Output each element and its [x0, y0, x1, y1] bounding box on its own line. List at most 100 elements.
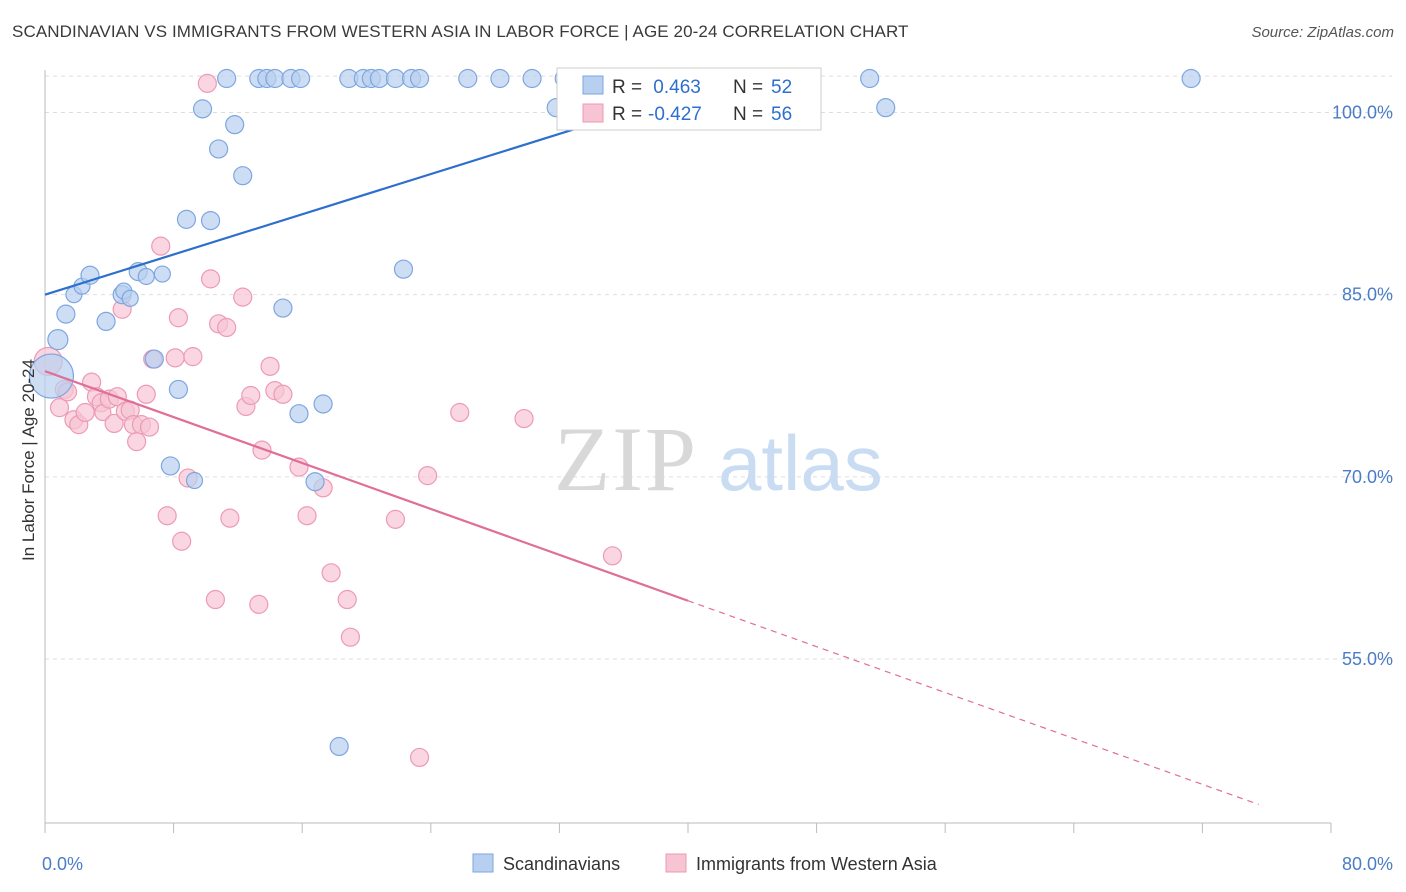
- immigrant-point-26: [168, 308, 189, 328]
- series-immigrants-points: [33, 73, 623, 768]
- scandinavian-point-26: [265, 68, 285, 89]
- y-tick-label-2: 70.0%: [1342, 467, 1393, 487]
- scandinavian-point-50: [876, 98, 896, 118]
- immigrant-point-41: [260, 356, 280, 376]
- immigrant-point-49: [340, 627, 361, 647]
- bottom-legend: Scandinavians Immigrants from Western As…: [472, 853, 938, 874]
- y-tick-label-0: 100.0%: [1332, 103, 1393, 123]
- x-tick-label-1: 80.0%: [1342, 854, 1393, 874]
- immigrant-point-48: [337, 589, 357, 610]
- scandinavian-point-29: [289, 404, 309, 424]
- scandinavian-point-9: [121, 289, 139, 307]
- immigrant-point-47: [321, 563, 341, 583]
- scandinavian-point-13: [153, 265, 171, 283]
- watermark: ZIP atlas: [554, 408, 883, 510]
- immigrant-point-29: [183, 347, 203, 367]
- scandinavian-point-49: [860, 68, 880, 89]
- bottom-legend-label-blue: Scandinavians: [503, 854, 620, 874]
- legend-n-value-blue: 52: [771, 77, 792, 98]
- scandinavian-point-22: [225, 115, 245, 135]
- immigrant-point-52: [417, 466, 438, 486]
- scandinavian-point-41: [409, 68, 430, 89]
- x-tick-label-0: 0.0%: [42, 854, 83, 874]
- scandinavian-point-44: [522, 68, 542, 89]
- watermark-atlas: atlas: [718, 419, 883, 507]
- legend-box: R = 0.463 N = 52 R = -0.427 N = 56: [556, 67, 822, 131]
- legend-r-value-pink: -0.427: [648, 104, 702, 125]
- immigrant-point-21: [139, 417, 160, 437]
- immigrant-point-51: [409, 747, 430, 768]
- scandinavian-point-16: [176, 209, 197, 229]
- tick-labels: 100.0% 85.0% 70.0% 55.0% 0.0% 80.0%: [42, 103, 1393, 874]
- immigrant-point-54: [514, 408, 534, 429]
- scandinavian-point-17: [185, 471, 204, 490]
- immigrant-point-43: [273, 384, 293, 404]
- immigrant-point-50: [385, 509, 406, 529]
- immigrant-point-25: [165, 348, 185, 368]
- immigrant-point-39: [249, 594, 269, 614]
- immigrant-point-55: [602, 546, 623, 566]
- scandinavian-point-1: [47, 329, 69, 351]
- scandinavian-point-19: [200, 211, 221, 231]
- immigrant-point-40: [252, 440, 272, 460]
- legend-r-label-blue: R =: [612, 77, 642, 98]
- scandinavian-point-23: [233, 166, 253, 186]
- scandinavian-point-43: [490, 68, 510, 89]
- immigrant-point-35: [220, 508, 240, 528]
- scandinavian-point-31: [305, 472, 325, 492]
- immigrant-point-27: [172, 531, 192, 551]
- legend-r-value-blue: 0.463: [648, 77, 701, 98]
- immigrant-point-30: [197, 73, 217, 93]
- scandinavian-point-27: [273, 298, 293, 318]
- chart-title: SCANDINAVIAN VS IMMIGRANTS FROM WESTERN …: [12, 22, 909, 41]
- immigrant-point-23: [151, 236, 171, 256]
- scandinavian-point-6: [96, 311, 116, 332]
- immigrant-point-20: [136, 384, 156, 404]
- immigrant-point-53: [450, 402, 470, 423]
- scandinavian-point-12: [144, 349, 164, 369]
- scandinavian-point-0: [28, 353, 75, 399]
- scandinavian-point-2: [56, 304, 76, 324]
- legend-n-value-pink: 56: [771, 104, 792, 125]
- immigrant-point-1: [49, 398, 70, 418]
- legend-r-label-pink: R =: [612, 104, 642, 125]
- scandinavian-point-33: [329, 736, 349, 757]
- scandinavian-point-21: [217, 68, 237, 89]
- immigrant-point-38: [241, 385, 261, 406]
- scandinavian-point-11: [137, 267, 155, 286]
- legend-swatch-pink: [582, 103, 604, 123]
- scandinavian-point-32: [313, 394, 333, 414]
- immigrant-point-12: [104, 413, 124, 434]
- immigrant-point-24: [157, 506, 177, 526]
- scandinavian-point-14: [160, 456, 180, 476]
- series-scandinavians-points: [28, 68, 1201, 757]
- legend-swatch-blue: [582, 75, 604, 95]
- bottom-legend-swatch-blue: [472, 853, 494, 873]
- y-axis-label: In Labor Force | Age 20-24: [19, 359, 38, 561]
- bottom-legend-label-pink: Immigrants from Western Asia: [696, 854, 938, 874]
- trend-extension-pink: [687, 600, 1259, 806]
- watermark-zip: ZIP: [554, 408, 698, 510]
- scandinavian-point-30: [290, 68, 311, 89]
- immigrant-point-36: [233, 287, 253, 307]
- y-tick-label-1: 85.0%: [1342, 285, 1393, 305]
- scandinavian-point-42: [458, 68, 478, 89]
- chart-source: Source: ZipAtlas.com: [1251, 24, 1394, 41]
- immigrant-point-18: [127, 432, 147, 452]
- grid-lines: [45, 75, 1392, 660]
- immigrant-point-45: [297, 506, 317, 526]
- scandinavian-point-39: [393, 259, 414, 279]
- trend-line-pink: [44, 370, 689, 602]
- immigrant-point-6: [75, 402, 95, 423]
- scandinavian-point-20: [209, 139, 229, 159]
- immigrant-point-34: [217, 317, 237, 338]
- bottom-legend-swatch-pink: [665, 853, 687, 873]
- immigrant-point-31: [200, 269, 221, 289]
- axes: [44, 70, 1332, 833]
- scandinavian-point-51: [1181, 68, 1201, 89]
- scandinavian-point-18: [192, 99, 213, 119]
- legend-n-label-blue: N =: [733, 77, 763, 98]
- scandinavian-point-38: [385, 68, 406, 89]
- legend-n-label-pink: N =: [733, 104, 763, 125]
